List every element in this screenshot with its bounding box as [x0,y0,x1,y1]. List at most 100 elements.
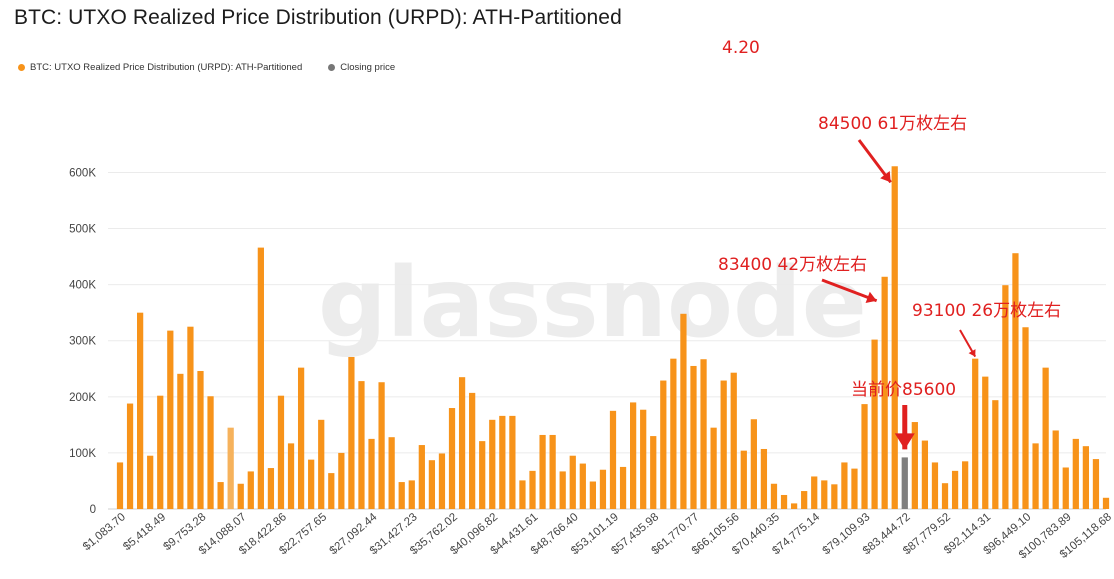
chart-bars [116,166,1110,509]
urpd-bar [871,339,878,509]
annotation-83400: 83400 42万枚左右 [718,255,867,275]
urpd-bar [297,367,305,509]
closing-price-bar [901,457,908,509]
urpd-bar [1092,459,1100,509]
urpd-bar [972,358,979,509]
urpd-bar [227,427,234,509]
x-tick-label: $1,083.70 [81,511,128,553]
urpd-bar [1032,443,1039,509]
urpd-bar [780,494,788,509]
urpd-bar [499,415,506,509]
chart-title: BTC: UTXO Realized Price Distribution (U… [14,6,622,29]
urpd-bar [609,410,617,509]
urpd-bar [257,247,264,509]
urpd-bar [197,371,204,509]
urpd-bar [479,441,486,509]
urpd-bar [790,503,798,509]
urpd-bar [962,461,969,509]
urpd-bar [368,438,375,509]
urpd-bar [750,419,757,509]
urpd-bar [348,356,355,509]
urpd-bar [770,483,778,509]
urpd-bar [851,468,858,509]
urpd-bar [982,376,989,509]
legend-item-closing-price[interactable]: Closing price [328,62,395,73]
y-tick-label: 0 [90,504,96,516]
annotation-arrows [821,139,977,450]
arrow-83400-head [865,291,877,303]
y-tick-label: 600K [69,167,96,179]
urpd-bar [599,469,607,509]
urpd-bar [1052,430,1059,509]
urpd-bar [358,381,365,509]
urpd-bar [157,395,164,509]
arrow-83400 [821,278,878,303]
arrow-93100-head [968,349,976,357]
urpd-bar [710,427,717,509]
urpd-bar [267,468,275,509]
urpd-bar [549,434,556,509]
urpd-bar [740,450,747,509]
x-axis-ticks: $1,083.70$5,418.49$9,753.28$14,088.07$18… [81,511,1114,562]
urpd-bar [1042,367,1049,509]
urpd-bar [891,166,898,509]
urpd-bar [951,470,959,509]
urpd-bar [730,372,737,509]
urpd-bar [801,491,808,509]
urpd-bar [217,482,224,509]
legend-label-closing-price: Closing price [340,62,396,73]
urpd-bar [670,358,677,509]
urpd-bar [589,481,596,509]
urpd-bar [247,471,254,509]
urpd-bar [237,483,244,509]
urpd-bar [1072,438,1079,509]
legend-item-urpd[interactable]: BTC: UTXO Realized Price Distribution (U… [18,62,302,73]
y-tick-label: 200K [69,392,96,404]
urpd-bar [1082,446,1089,509]
arrow-current-price-head [894,433,915,450]
urpd-bar [569,455,576,509]
legend-swatch-closing-price [328,64,336,71]
urpd-bar [277,395,285,509]
urpd-bar [448,408,456,509]
y-tick-label: 100K [69,448,96,460]
urpd-bar [1062,467,1069,509]
urpd-bar [700,359,707,509]
urpd-bar [408,480,415,509]
legend-label-urpd: BTC: UTXO Realized Price Distribution (U… [30,62,303,73]
urpd-bar [458,377,466,509]
urpd-bar [398,482,405,509]
urpd-bar [529,470,536,509]
urpd-bar [147,455,154,509]
urpd-bar [509,415,516,509]
urpd-bar [579,463,586,509]
urpd-bar [438,453,446,509]
urpd-bar [1002,285,1009,509]
urpd-bar [619,466,627,509]
urpd-bar [126,403,134,509]
urpd-bar [941,483,949,509]
urpd-bar [338,452,345,509]
urpd-bar [207,396,214,509]
annotation-current-price: 当前价85600 [851,380,956,400]
urpd-bar [418,445,425,509]
urpd-bar [680,313,687,509]
urpd-bar [187,326,194,509]
arrow-84500-head [880,170,891,183]
urpd-bar [539,434,546,509]
urpd-bar [1012,253,1019,509]
urpd-bar [308,459,315,509]
urpd-bar [519,480,526,509]
urpd-bar [811,476,818,509]
urpd-bar [992,400,999,509]
urpd-bar [690,365,697,509]
urpd-bar [630,402,637,509]
urpd-bar [469,392,476,509]
urpd-bar [318,419,325,509]
urpd-bar [841,462,848,509]
urpd-bar [489,419,496,509]
y-tick-label: 500K [69,224,96,236]
urpd-bar [116,462,124,509]
urpd-bar [931,462,939,509]
